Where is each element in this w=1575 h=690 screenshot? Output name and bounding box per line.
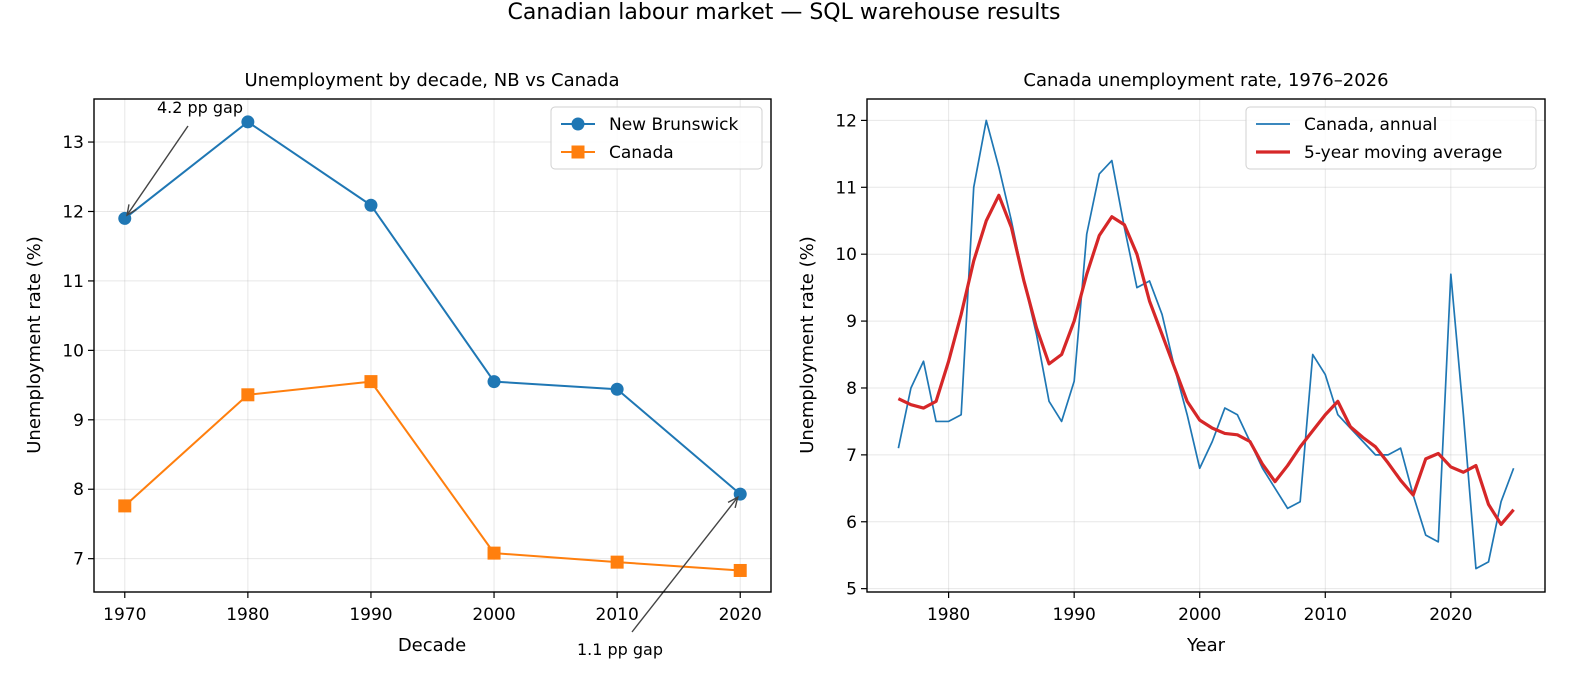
chart-title: Canada unemployment rate, 1976–2026 — [1023, 70, 1388, 91]
data-point — [487, 546, 501, 560]
x-tick-label: 1990 — [349, 605, 392, 625]
x-tick-label: 1970 — [103, 605, 146, 625]
plot-frame — [866, 98, 1546, 593]
y-tick-label: 12 — [835, 111, 857, 131]
data-point — [241, 388, 255, 402]
series-lines — [124, 120, 741, 572]
y-tick-label: 10 — [835, 245, 857, 265]
y-tick-label: 8 — [846, 379, 857, 399]
data-point — [487, 375, 501, 389]
legend-box — [1245, 106, 1537, 170]
y-tick-label: 7 — [846, 446, 857, 466]
data-point — [118, 499, 132, 513]
data-point — [610, 555, 624, 569]
legend-label: New Brunswick — [609, 115, 739, 135]
chart-annual-rate: Canada unemployment rate, 1976–2026 Year… — [797, 70, 1546, 656]
x-axis-label: Decade — [398, 635, 466, 656]
grid-lines — [867, 99, 1545, 592]
annotation-label: 1.1 pp gap — [577, 640, 663, 659]
legend-label: 5-year moving average — [1304, 143, 1502, 163]
y-tick-label: 11 — [62, 272, 84, 292]
legend-label: Canada, annual — [1304, 115, 1437, 135]
axis-ticks: 1970 1980 1990 2000 2010 2020 7 8 9 10 11 12 13 — [62, 133, 762, 625]
legend-box — [550, 106, 763, 170]
y-tick-label: 11 — [835, 178, 857, 198]
series-line — [124, 120, 741, 495]
legend-label: Canada — [609, 143, 674, 163]
y-tick-label: 8 — [73, 480, 84, 500]
data-point — [364, 375, 378, 389]
legend-marker — [571, 145, 585, 159]
annotation-arrow — [126, 125, 189, 216]
legend-marker — [571, 117, 585, 131]
series-markers — [118, 115, 747, 577]
x-tick-label: 1980 — [226, 605, 269, 625]
y-tick-label: 9 — [846, 312, 857, 332]
x-tick-label: 1980 — [927, 605, 970, 625]
chart-decade-comparison: Unemployment by decade, NB vs Canada Dec… — [24, 70, 772, 659]
y-tick-label: 6 — [846, 513, 857, 533]
data-point — [241, 115, 255, 129]
series-line — [897, 193, 1515, 527]
data-point — [610, 382, 624, 396]
y-axis-label: Unemployment rate (%) — [24, 236, 45, 454]
annotation-arrowhead — [126, 204, 137, 217]
data-point — [364, 198, 378, 212]
annotations: 4.2 pp gap 1.1 pp gap — [126, 98, 739, 659]
x-tick-label: 2000 — [1178, 605, 1221, 625]
y-axis-label: Unemployment rate (%) — [797, 236, 818, 454]
x-tick-label: 2020 — [719, 605, 762, 625]
y-tick-label: 12 — [62, 202, 84, 222]
annotation-arrowhead — [727, 495, 739, 509]
x-tick-label: 1990 — [1053, 605, 1096, 625]
x-tick-label: 2000 — [472, 605, 515, 625]
y-tick-label: 13 — [62, 133, 84, 153]
series-line — [897, 119, 1515, 570]
figure-suptitle: Canadian labour market — SQL warehouse r… — [508, 0, 1061, 25]
y-tick-label: 5 — [846, 580, 857, 600]
series-line — [124, 380, 741, 572]
annotation-label: 4.2 pp gap — [157, 98, 243, 117]
series-lines — [897, 119, 1515, 570]
grid-lines — [94, 99, 771, 592]
x-axis-label: Year — [1186, 635, 1226, 656]
y-tick-label: 7 — [73, 550, 84, 570]
axis-ticks: 1980 1990 2000 2010 2020 5 6 7 8 9 10 11 12 — [835, 111, 1472, 625]
data-point — [733, 563, 747, 577]
x-tick-label: 2020 — [1429, 605, 1472, 625]
legend: New Brunswick Canada — [550, 106, 763, 170]
annotation-arrow — [631, 496, 739, 633]
y-tick-label: 10 — [62, 341, 84, 361]
x-tick-label: 2010 — [596, 605, 639, 625]
x-tick-label: 2010 — [1304, 605, 1347, 625]
chart-title: Unemployment by decade, NB vs Canada — [244, 70, 619, 91]
y-tick-label: 9 — [73, 411, 84, 431]
legend: Canada, annual 5-year moving average — [1245, 106, 1537, 170]
plot-frame — [93, 98, 772, 593]
